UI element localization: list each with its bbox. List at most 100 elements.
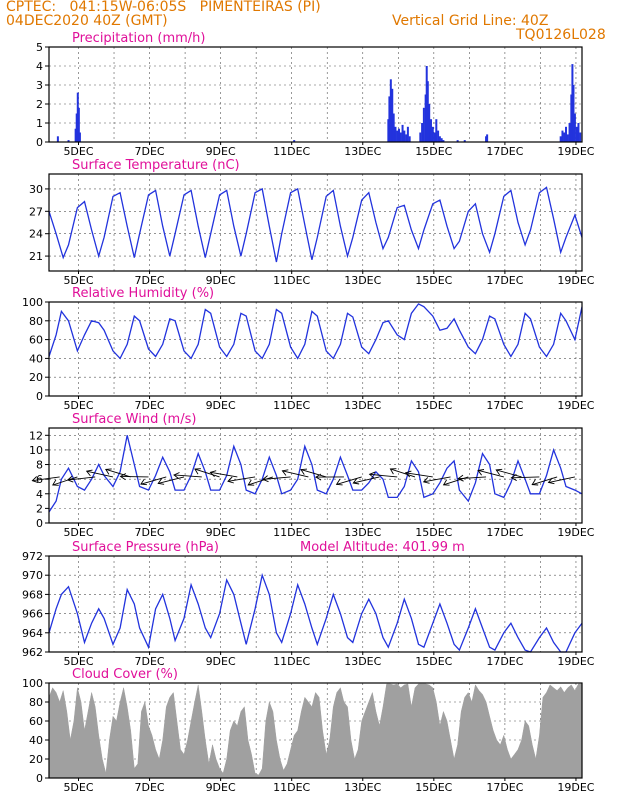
cloud-xtick-label: 17DEC — [486, 781, 523, 794]
precip-bar — [463, 140, 466, 142]
wind-arrow — [300, 469, 327, 478]
temp-title: Surface Temperature (nC) — [72, 158, 240, 173]
wind-xtick-label: 17DEC — [486, 526, 523, 539]
wind-arrow — [405, 472, 433, 478]
pressure-xtick-label: 13DEC — [344, 655, 381, 668]
precip-bar — [431, 126, 434, 142]
humidity-ytick-label: 40 — [29, 352, 43, 365]
wind-xtick-label: 9DEC — [206, 526, 236, 539]
wind-arrow-head — [66, 475, 74, 483]
wind-arrow-head — [281, 469, 289, 476]
precip-bar — [396, 130, 399, 142]
precip-ytick-label: 5 — [36, 41, 43, 54]
precip-bar — [435, 119, 438, 142]
wind-arrow-head — [495, 468, 503, 476]
precip-bar — [570, 94, 573, 142]
wind-arrow — [496, 469, 522, 478]
wind-arrow — [32, 476, 60, 482]
wind-arrow-head — [247, 479, 255, 486]
wind-ytick-label: 2 — [36, 502, 43, 515]
pressure-xtick-label: 5DEC — [63, 655, 93, 668]
header-model: TQ0126L028 — [516, 27, 606, 43]
humidity-xtick-label: 5DEC — [63, 399, 93, 412]
pressure-xtick-label: 19DEC — [557, 655, 594, 668]
wind-line — [48, 435, 583, 513]
precip-xtick-label: 11DEC — [273, 145, 310, 158]
pressure-xtick-label: 15DEC — [415, 655, 452, 668]
precip-bar — [456, 140, 459, 142]
temp-xtick-label: 7DEC — [135, 274, 165, 287]
precip-bar — [425, 66, 428, 142]
cloud-xtick-label: 13DEC — [344, 781, 381, 794]
precip-bar — [77, 107, 80, 142]
precip-bar — [559, 136, 562, 142]
precip-bar — [394, 126, 397, 142]
precip-bar — [437, 130, 440, 142]
wind-ytick-label: 8 — [36, 459, 43, 472]
wind-arrow-head — [335, 479, 343, 486]
precip-bar — [421, 123, 424, 142]
humidity-line — [48, 303, 583, 360]
precip-bar — [426, 81, 429, 142]
humidity-title: Relative Humidity (%) — [72, 286, 214, 301]
precip-ytick-label: 3 — [36, 79, 43, 92]
temp-ytick-label: 21 — [29, 250, 43, 263]
wind-arrow-head — [457, 474, 464, 482]
pressure-annotation: Model Altitude: 401.99 m — [300, 540, 465, 555]
wind-arrow — [548, 476, 575, 483]
wind-arrow — [194, 468, 220, 478]
cloud-xtick-label: 5DEC — [63, 781, 93, 794]
precip-xtick-label: 15DEC — [415, 145, 452, 158]
precip-bar — [403, 130, 406, 142]
pressure-ytick-label: 964 — [22, 627, 43, 640]
header-date: 04DEC2020 40Z (GMT) — [6, 13, 168, 29]
wind-arrow — [227, 476, 256, 482]
precip-bar — [388, 96, 391, 142]
temp-xtick-label: 17DEC — [486, 274, 523, 287]
wind-ytick-label: 12 — [29, 429, 43, 442]
wind-arrow — [390, 468, 416, 478]
cloud-ytick-label: 80 — [29, 696, 43, 709]
wind-xtick-label: 15DEC — [415, 526, 452, 539]
wind-xtick-label: 5DEC — [63, 526, 93, 539]
wind-title: Surface Wind (m/s) — [72, 412, 196, 427]
pressure-line — [48, 572, 583, 653]
wind-arrow-head — [510, 474, 517, 481]
humidity-xtick-label: 15DEC — [415, 399, 452, 412]
wind-arrow — [52, 476, 78, 486]
precip-bar — [419, 132, 422, 142]
wind-arrow — [336, 476, 362, 485]
precip-xtick-label: 5DEC — [63, 145, 93, 158]
wind-arrow-head — [105, 468, 112, 475]
precip-bar — [75, 113, 78, 142]
wind-arrow — [67, 476, 96, 481]
temp-ytick-label: 24 — [29, 228, 43, 241]
precip-bar — [422, 107, 425, 142]
pressure-frame — [48, 555, 583, 653]
pressure-xtick-label: 11DEC — [273, 655, 310, 668]
precip-bar — [571, 64, 574, 142]
precip-bar — [429, 119, 432, 142]
precip-xtick-label: 13DEC — [344, 145, 381, 158]
humidity-xtick-label: 13DEC — [344, 399, 381, 412]
cloud-ytick-label: 40 — [29, 734, 43, 747]
precip-bar — [56, 136, 59, 142]
temp-ytick-label: 30 — [29, 183, 43, 196]
precip-bar — [399, 132, 402, 142]
wind-arrow-head — [140, 478, 147, 486]
temp-xtick-label: 5DEC — [63, 274, 93, 287]
humidity-ytick-label: 20 — [29, 371, 43, 384]
wind-ytick-label: 10 — [29, 444, 43, 457]
wind-arrow — [140, 476, 167, 485]
precip-xtick-label: 7DEC — [135, 145, 165, 158]
wind-arrow — [511, 476, 540, 479]
cloud-ytick-label: 60 — [29, 715, 43, 728]
precip-bar — [438, 136, 441, 142]
wind-arrow — [105, 468, 131, 478]
cloud-xtick-label: 15DEC — [415, 781, 452, 794]
wind-arrow — [369, 473, 398, 478]
precip-bar — [391, 88, 394, 142]
wind-arrow-head — [368, 471, 376, 479]
